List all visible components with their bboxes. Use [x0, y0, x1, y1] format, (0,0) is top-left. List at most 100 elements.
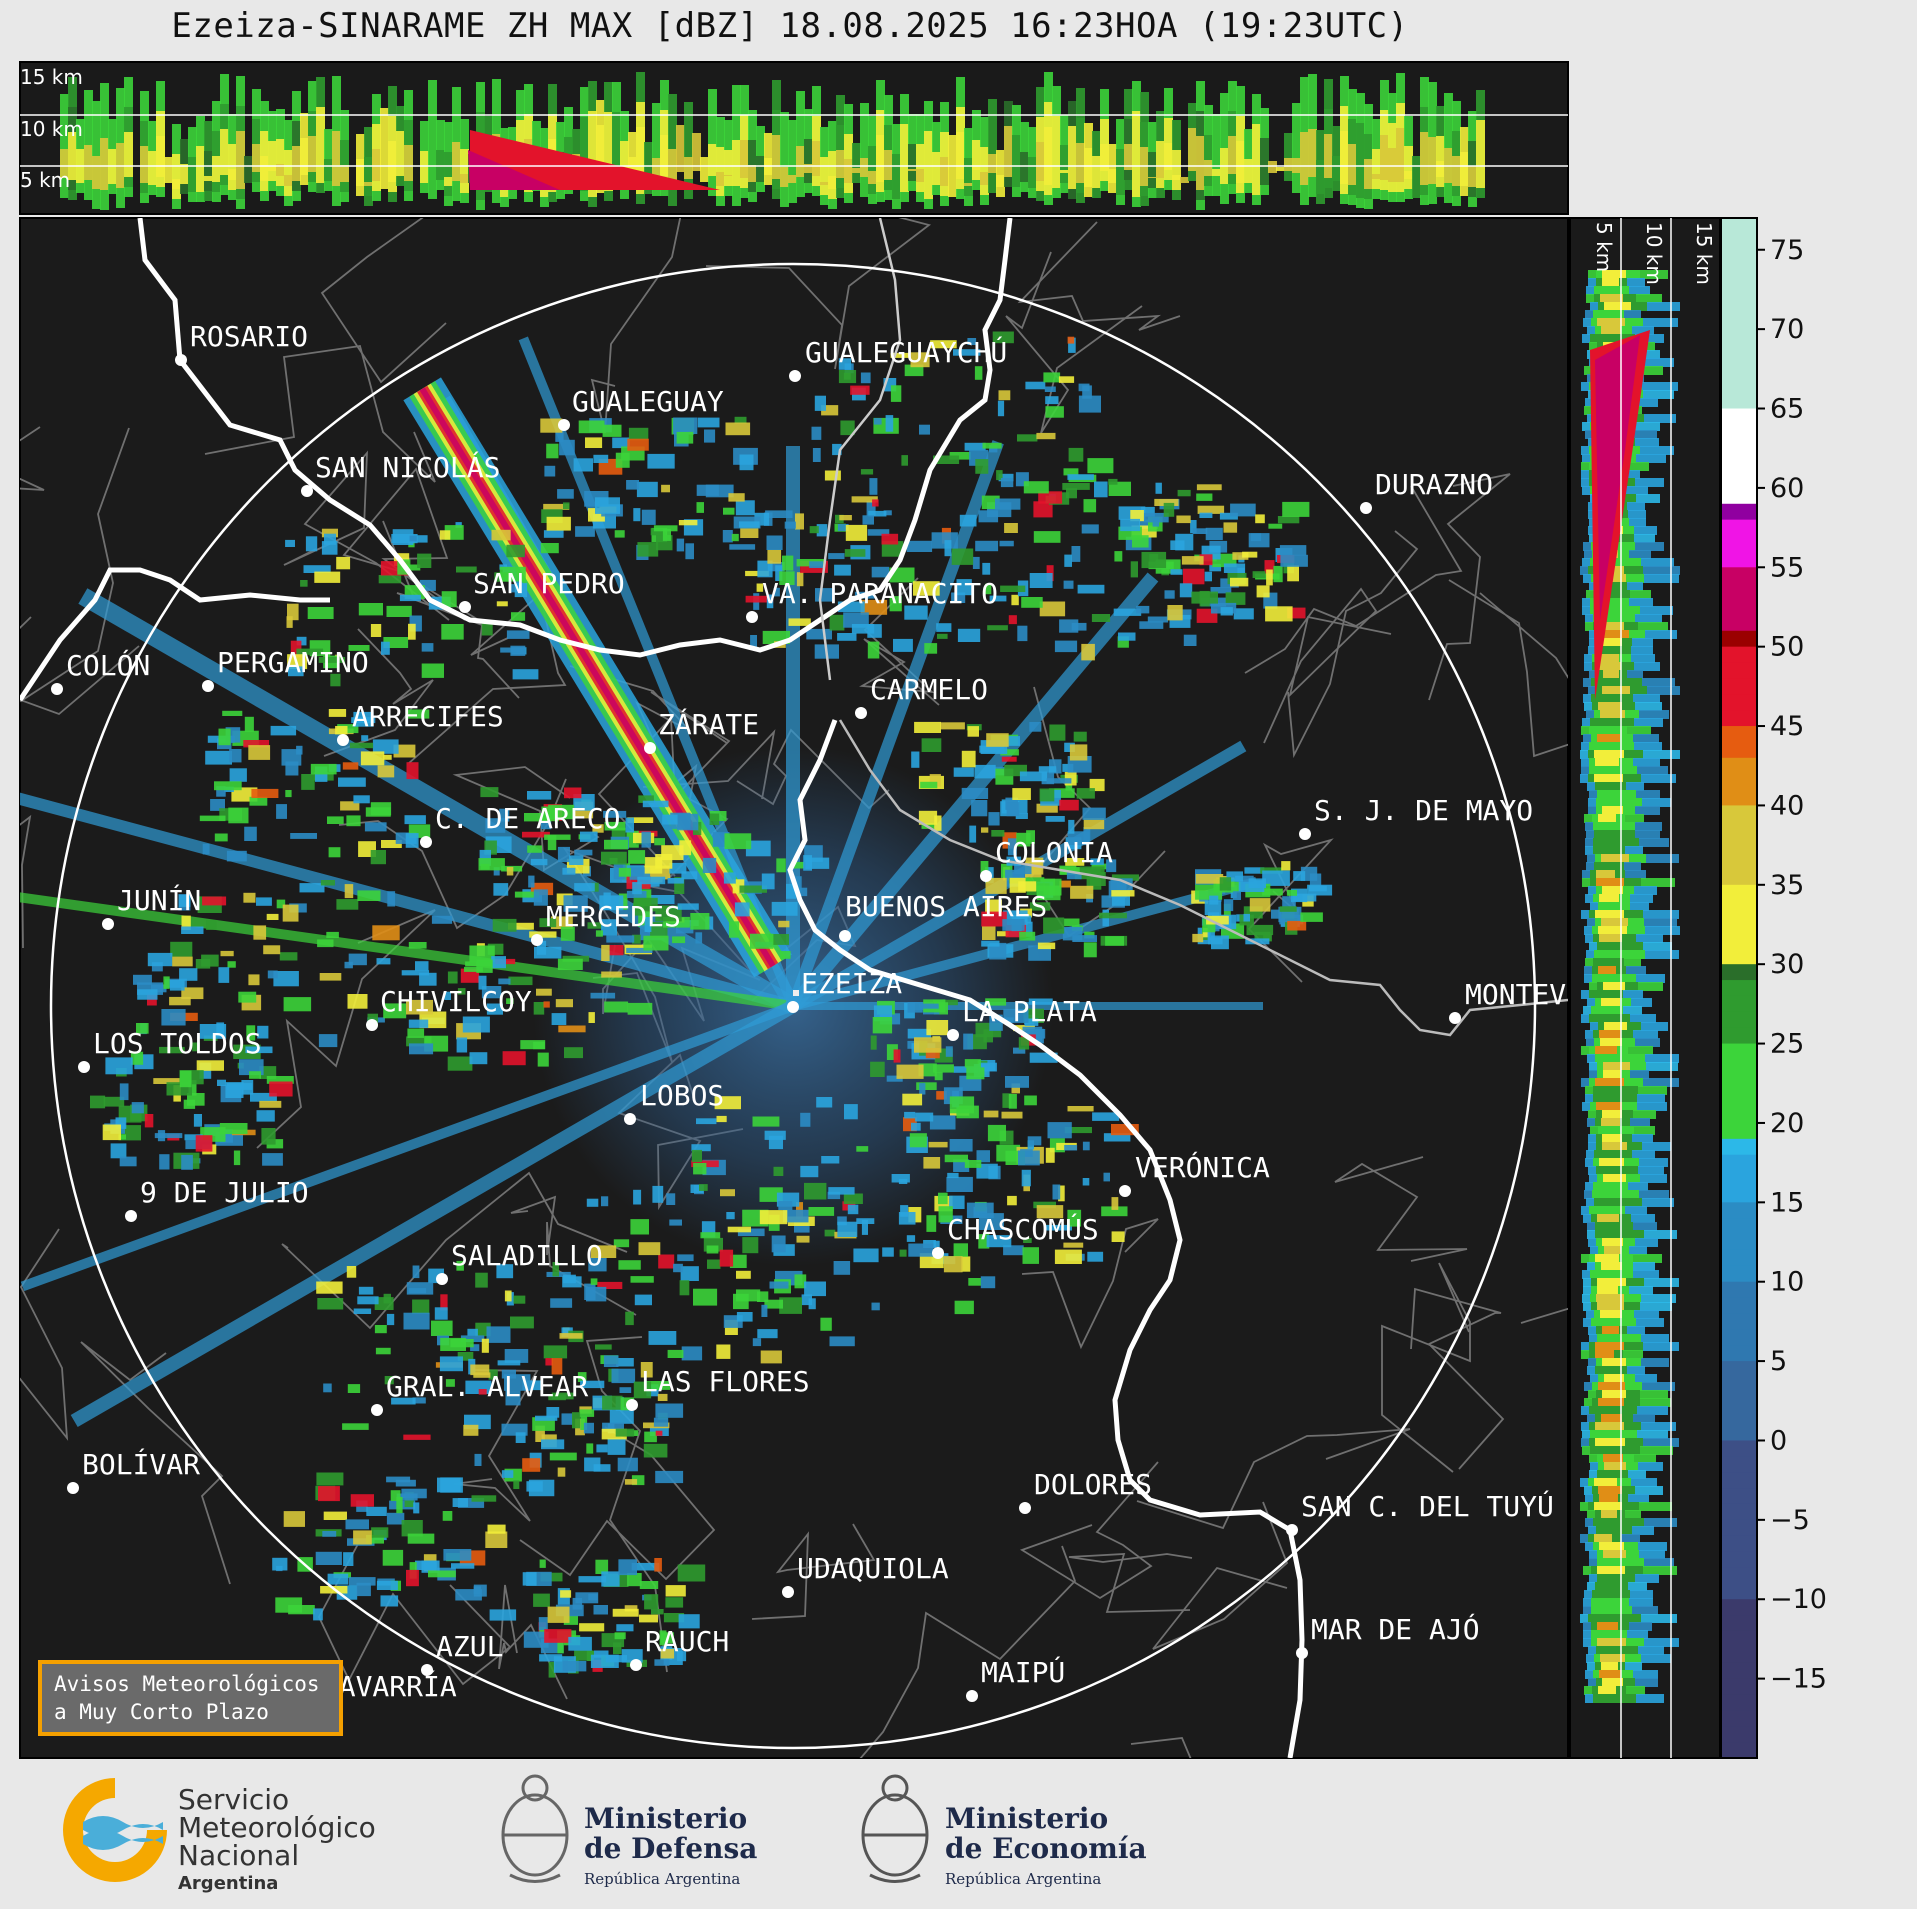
echo-pixel — [975, 459, 989, 474]
echo-pixel — [1028, 998, 1053, 1005]
section-pixel — [196, 146, 205, 192]
aviso-button[interactable]: Avisos Meteorológicos a Muy Corto Plazo — [38, 1660, 343, 1736]
echo-pixel — [1044, 1224, 1072, 1231]
echo-pixel — [366, 1506, 387, 1516]
colorbar-cell — [1721, 837, 1757, 855]
echo-pixel — [181, 987, 204, 1000]
city-label: DOLORES — [1034, 1468, 1152, 1501]
echo-pixel — [930, 340, 957, 349]
echo-pixel — [390, 1490, 401, 1501]
colorbar-tick-label: 40 — [1770, 790, 1804, 821]
echo-pixel — [1044, 386, 1056, 392]
section-pixel — [204, 151, 213, 191]
echo-pixel — [597, 1281, 623, 1289]
echo-pixel — [891, 1174, 910, 1183]
echo-pixel — [666, 1193, 676, 1205]
echo-pixel — [419, 579, 436, 591]
echo-pixel — [944, 1154, 968, 1163]
echo-pixel — [399, 594, 421, 602]
echo-pixel — [767, 549, 782, 564]
echo-pixel — [1008, 615, 1017, 625]
section-pixel — [1594, 1478, 1617, 1487]
admin-border — [1334, 1156, 1468, 1262]
echo-pixel — [593, 1650, 609, 1658]
section-pixel — [836, 150, 845, 178]
echo-pixel — [1167, 605, 1183, 621]
echo-pixel — [434, 1307, 448, 1320]
section-pixel — [1204, 160, 1213, 176]
section-pixel — [308, 136, 317, 172]
section-pixel — [1604, 302, 1631, 311]
echo-pixel — [421, 663, 444, 678]
echo-pixel — [283, 1511, 305, 1527]
echo-pixel — [607, 1438, 626, 1455]
echo-pixel — [348, 645, 370, 651]
echo-pixel — [985, 998, 1007, 1006]
section-pixel — [652, 103, 661, 196]
echo-pixel — [413, 1502, 420, 1514]
echo-pixel — [696, 1118, 717, 1125]
echo-pixel — [283, 997, 312, 1012]
echo-pixel — [1141, 551, 1167, 569]
section-pixel — [1108, 169, 1117, 183]
echo-pixel — [604, 1001, 629, 1013]
echo-pixel — [478, 858, 505, 871]
section-pixel — [1592, 974, 1636, 983]
echo-pixel — [584, 1457, 601, 1472]
echo-pixel — [395, 1479, 416, 1487]
section-pixel — [236, 131, 245, 189]
section-pixel — [1372, 174, 1381, 179]
section-pixel — [1148, 152, 1157, 188]
echo-pixel — [1199, 512, 1213, 518]
echo-pixel — [151, 962, 163, 972]
echo-pixel — [1072, 935, 1097, 942]
echo-pixel — [520, 1040, 546, 1050]
echo-pixel — [643, 1443, 668, 1458]
section-pixel — [1603, 1174, 1626, 1183]
echo-pixel — [657, 1393, 668, 1401]
echo-pixel — [248, 745, 271, 760]
echo-pixel — [1064, 1145, 1078, 1151]
section-pixel — [804, 139, 813, 183]
colorbar-cell — [1721, 1011, 1757, 1029]
echo-pixel — [1001, 1111, 1023, 1119]
city-label: LAS FLORES — [641, 1365, 810, 1398]
echo-pixel — [307, 607, 334, 619]
echo-pixel — [745, 570, 769, 577]
echo-pixel — [452, 1498, 468, 1507]
echo-pixel — [933, 1064, 954, 1073]
escudo-economia-icon — [861, 1774, 929, 1883]
echo-pixel — [579, 831, 598, 842]
colorbar-cell — [1721, 1202, 1757, 1220]
echo-pixel — [110, 1143, 127, 1159]
section-pixel — [1593, 1182, 1628, 1191]
section-pixel — [908, 169, 917, 171]
echo-pixel — [617, 1457, 638, 1472]
echo-pixel — [943, 1256, 963, 1273]
section-pixel — [1593, 838, 1639, 847]
echo-pixel — [669, 862, 687, 874]
echo-pixel — [269, 1081, 293, 1097]
echo-pixel — [1266, 569, 1273, 586]
echo-pixel — [1069, 744, 1088, 761]
echo-pixel — [967, 726, 979, 737]
echo-pixel — [919, 424, 930, 435]
section-pixel — [1596, 646, 1631, 655]
colorbar-cell — [1721, 551, 1757, 569]
echo-pixel — [613, 1642, 622, 1655]
echo-pixel — [540, 418, 563, 433]
echo-pixel — [534, 946, 562, 959]
echo-pixel — [706, 1245, 719, 1254]
section-pixel — [316, 107, 325, 183]
echo-pixel — [506, 998, 514, 1004]
echo-pixel — [974, 764, 996, 779]
echo-pixel — [867, 624, 882, 638]
section-pixel — [588, 111, 597, 197]
echo-pixel — [609, 1407, 634, 1424]
echo-pixel — [508, 922, 534, 930]
colorbar-cell — [1721, 1615, 1757, 1632]
echo-pixel — [1073, 731, 1087, 742]
admin-border — [320, 218, 447, 384]
top-label-15km: 15 km — [20, 65, 83, 89]
echo-pixel — [1196, 493, 1213, 501]
